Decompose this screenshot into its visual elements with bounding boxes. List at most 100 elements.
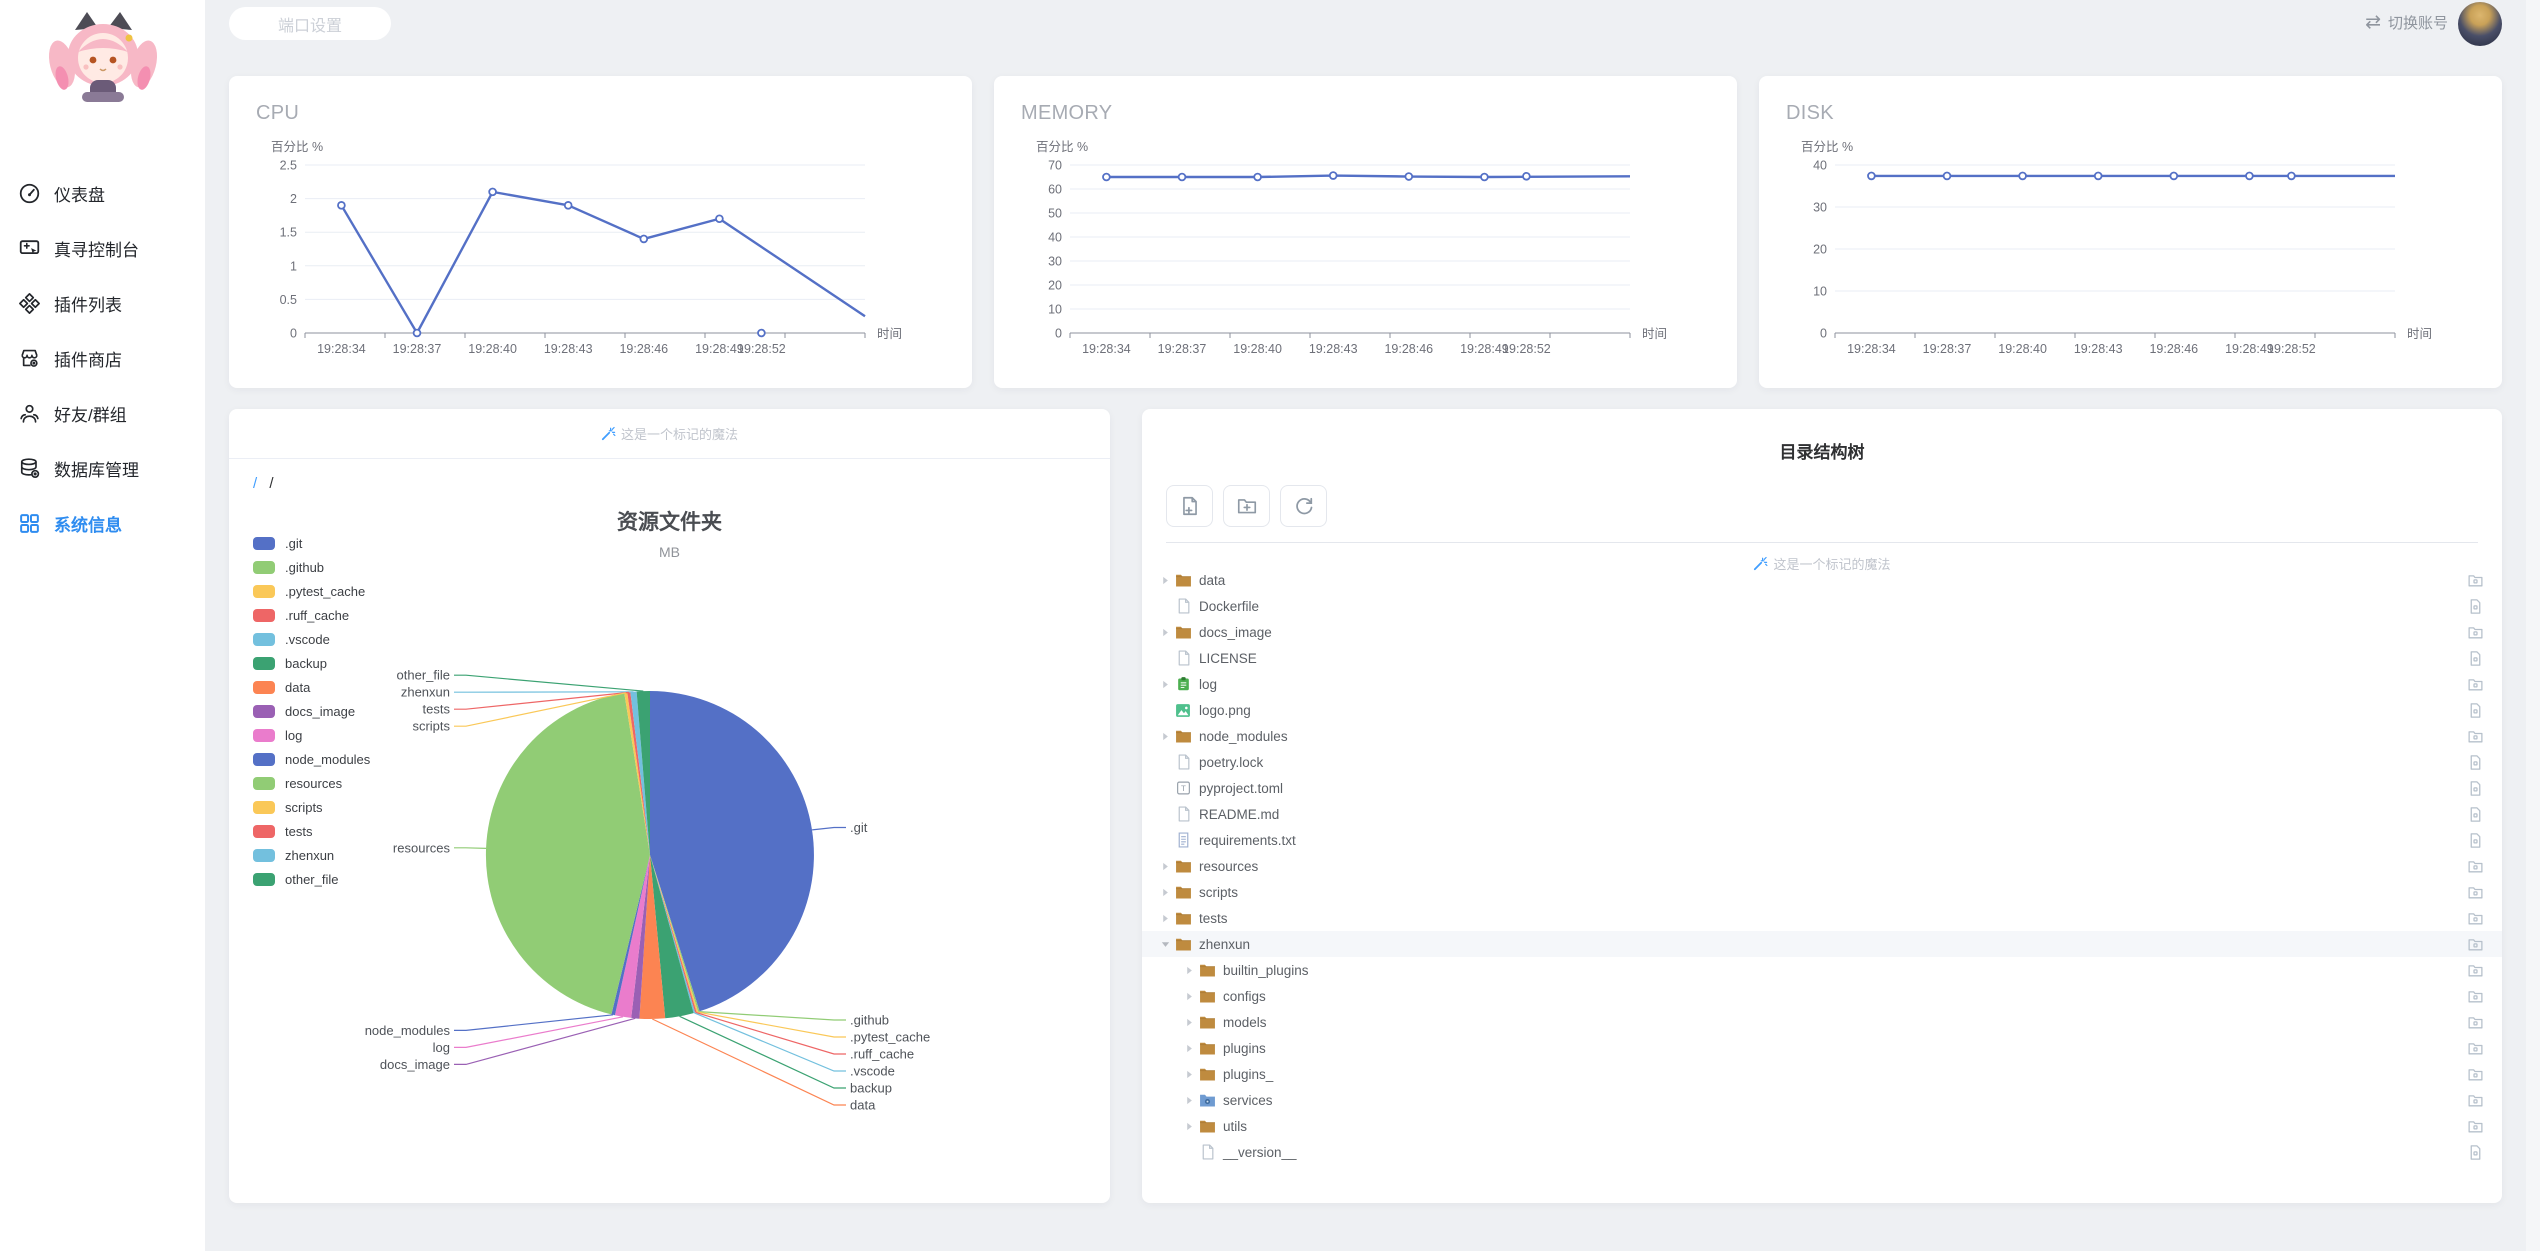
tree-row[interactable]: README.md: [1142, 801, 2502, 827]
sidebar-item-store[interactable]: 插件商店: [0, 331, 205, 386]
cpu-line-chart[interactable]: 百分比 % 2.5 2 1.5 1 0.5 0 19:28:34 19:28:37 19:28:4…: [247, 133, 947, 373]
row-action-icon[interactable]: [2466, 987, 2484, 1005]
sidebar-item-gauge[interactable]: 仪表盘: [0, 166, 205, 221]
chevron-right-icon[interactable]: [1180, 1015, 1198, 1029]
row-action-icon[interactable]: [2466, 857, 2484, 875]
new-file-button[interactable]: [1166, 485, 1213, 527]
chevron-right-icon[interactable]: [1156, 859, 1174, 873]
legend-item[interactable]: .github: [253, 555, 370, 579]
caret-spacer: [1156, 807, 1174, 821]
row-action-icon[interactable]: [2466, 1117, 2484, 1135]
chevron-right-icon[interactable]: [1180, 1041, 1198, 1055]
legend-item[interactable]: node_modules: [253, 747, 370, 771]
tree-row[interactable]: resources: [1142, 853, 2502, 879]
tree-row[interactable]: node_modules: [1142, 723, 2502, 749]
chevron-right-icon[interactable]: [1180, 1067, 1198, 1081]
tree-row[interactable]: builtin_plugins: [1142, 957, 2502, 983]
chevron-right-icon[interactable]: [1156, 911, 1174, 925]
row-action-icon[interactable]: [2466, 909, 2484, 927]
row-action-icon[interactable]: [2466, 883, 2484, 901]
row-action-icon[interactable]: [2466, 1143, 2484, 1161]
port-settings-button[interactable]: 端口设置: [229, 7, 391, 40]
resource-pie-chart[interactable]: .git .github .pytest_cache .ruff_cache .vsco…: [229, 595, 1110, 1201]
chevron-down-icon[interactable]: [1156, 937, 1174, 951]
row-action-icon[interactable]: [2466, 701, 2484, 719]
svg-text:T: T: [1180, 784, 1185, 794]
chevron-right-icon[interactable]: [1156, 885, 1174, 899]
legend-item[interactable]: scripts: [253, 795, 370, 819]
chevron-right-icon[interactable]: [1180, 989, 1198, 1003]
tree-row[interactable]: LICENSE: [1142, 645, 2502, 671]
legend-item[interactable]: backup: [253, 651, 370, 675]
tree-row[interactable]: data: [1142, 567, 2502, 593]
svg-text:0.5: 0.5: [280, 293, 297, 307]
svg-text:.git: .git: [850, 820, 868, 835]
legend-item[interactable]: .pytest_cache: [253, 579, 370, 603]
chevron-right-icon[interactable]: [1180, 1119, 1198, 1133]
disk-line-chart[interactable]: 百分比 % 40 30 20 10 0 19:28:34 19:28:37 19:28:40 19…: [1777, 133, 2477, 373]
tree-row[interactable]: T pyproject.toml: [1142, 775, 2502, 801]
row-action-icon[interactable]: [2466, 1039, 2484, 1057]
row-action-icon[interactable]: [2466, 1065, 2484, 1083]
tree-row[interactable]: utils: [1142, 1113, 2502, 1139]
row-action-icon[interactable]: [2466, 779, 2484, 797]
legend-item[interactable]: .ruff_cache: [253, 603, 370, 627]
legend-item[interactable]: .vscode: [253, 627, 370, 651]
tree-row[interactable]: tests: [1142, 905, 2502, 931]
sidebar-item-grid[interactable]: 系统信息: [0, 496, 205, 551]
row-action-icon[interactable]: [2466, 1091, 2484, 1109]
tree-row[interactable]: docs_image: [1142, 619, 2502, 645]
chevron-right-icon[interactable]: [1156, 625, 1174, 639]
sidebar-item-console[interactable]: 真寻控制台: [0, 221, 205, 276]
tree-row[interactable]: services: [1142, 1087, 2502, 1113]
chevron-right-icon[interactable]: [1156, 573, 1174, 587]
chevron-right-icon[interactable]: [1180, 1093, 1198, 1107]
row-action-icon[interactable]: [2466, 831, 2484, 849]
row-action-icon[interactable]: [2466, 571, 2484, 589]
legend-item[interactable]: .git: [253, 531, 370, 555]
legend-item[interactable]: docs_image: [253, 699, 370, 723]
user-avatar[interactable]: [2458, 2, 2502, 46]
legend-item[interactable]: data: [253, 675, 370, 699]
tree-row[interactable]: requirements.txt: [1142, 827, 2502, 853]
tree-row[interactable]: configs: [1142, 983, 2502, 1009]
row-action-icon[interactable]: [2466, 753, 2484, 771]
switch-account[interactable]: ⇄ 切换账号: [2365, 12, 2448, 33]
new-folder-button[interactable]: [1223, 485, 1270, 527]
legend-item[interactable]: tests: [253, 819, 370, 843]
legend-item[interactable]: resources: [253, 771, 370, 795]
tree-row[interactable]: logo.png: [1142, 697, 2502, 723]
tree-row[interactable]: poetry.lock: [1142, 749, 2502, 775]
row-action-icon[interactable]: [2466, 805, 2484, 823]
chevron-right-icon[interactable]: [1156, 677, 1174, 691]
tree-row[interactable]: zhenxun: [1142, 931, 2502, 957]
legend-item[interactable]: other_file: [253, 867, 370, 891]
tree-row[interactable]: log: [1142, 671, 2502, 697]
tree-row[interactable]: plugins: [1142, 1035, 2502, 1061]
tree-row[interactable]: Dockerfile: [1142, 593, 2502, 619]
row-action-icon[interactable]: [2466, 649, 2484, 667]
page-scrollbar[interactable]: [2526, 0, 2540, 1251]
refresh-button[interactable]: [1280, 485, 1327, 527]
tree-row[interactable]: __version__: [1142, 1139, 2502, 1165]
tree-row[interactable]: models: [1142, 1009, 2502, 1035]
row-action-icon[interactable]: [2466, 961, 2484, 979]
memory-line-chart[interactable]: 百分比 % 70 60 50 40 30 20 10 0 19:28:34 19:28:37 19:2…: [1012, 133, 1712, 373]
chevron-right-icon[interactable]: [1156, 729, 1174, 743]
tree-row[interactable]: plugins_: [1142, 1061, 2502, 1087]
row-action-icon[interactable]: [2466, 597, 2484, 615]
row-action-icon[interactable]: [2466, 935, 2484, 953]
legend-item[interactable]: log: [253, 723, 370, 747]
breadcrumb-root-link[interactable]: /: [253, 475, 258, 492]
sidebar-item-friends[interactable]: 好友/群组: [0, 386, 205, 441]
tree-row[interactable]: scripts: [1142, 879, 2502, 905]
sidebar-item-plugins[interactable]: 插件列表: [0, 276, 205, 331]
tree-row-label: scripts: [1199, 884, 1239, 900]
row-action-icon[interactable]: [2466, 727, 2484, 745]
row-action-icon[interactable]: [2466, 623, 2484, 641]
row-action-icon[interactable]: [2466, 1013, 2484, 1031]
chevron-right-icon[interactable]: [1180, 963, 1198, 977]
sidebar-item-database[interactable]: 数据库管理: [0, 441, 205, 496]
legend-item[interactable]: zhenxun: [253, 843, 370, 867]
row-action-icon[interactable]: [2466, 675, 2484, 693]
